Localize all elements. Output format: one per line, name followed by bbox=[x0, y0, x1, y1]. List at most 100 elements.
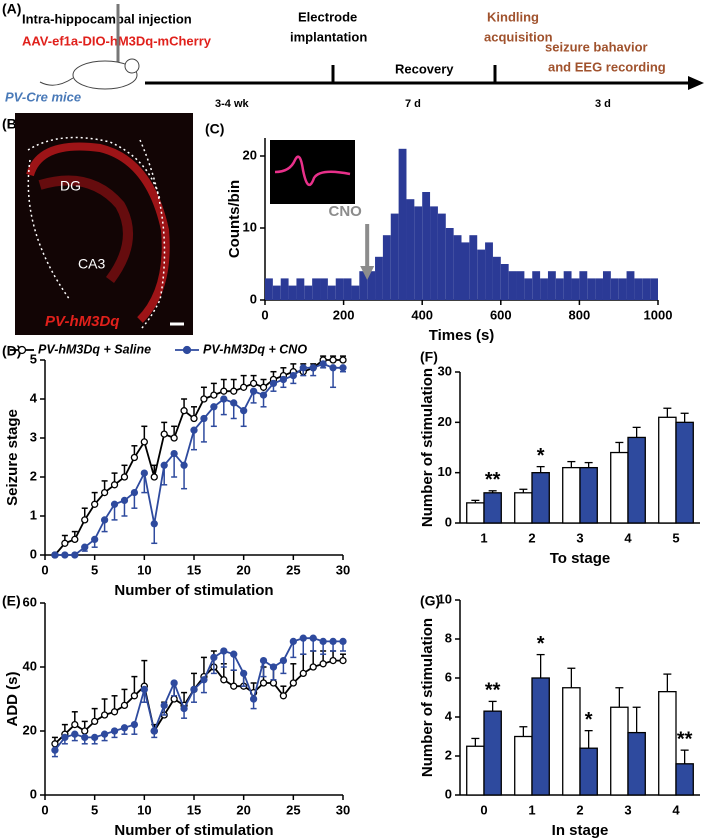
significance-label: ** bbox=[485, 680, 501, 702]
data-point bbox=[190, 685, 198, 694]
recovery-label: Recovery bbox=[395, 61, 454, 76]
data-point bbox=[249, 379, 258, 388]
x-tick-label: 15 bbox=[187, 802, 201, 817]
y-axis-label: ADD (s) bbox=[4, 671, 21, 726]
histogram-bar bbox=[540, 278, 548, 300]
histogram-bar bbox=[516, 271, 525, 300]
data-point bbox=[71, 551, 79, 559]
histogram-bar bbox=[414, 206, 423, 300]
data-point bbox=[220, 387, 228, 395]
significance-label: ** bbox=[485, 469, 501, 491]
data-point bbox=[91, 733, 99, 742]
histogram-bar bbox=[296, 278, 305, 300]
x-tick-label: 1000 bbox=[644, 307, 673, 322]
x-tick-label: 30 bbox=[336, 802, 350, 817]
data-point bbox=[180, 407, 188, 415]
data-point bbox=[240, 407, 248, 415]
data-point bbox=[259, 656, 268, 665]
panel-label: (E) bbox=[2, 593, 21, 609]
x-tick-label: 20 bbox=[236, 562, 250, 577]
data-point bbox=[230, 682, 238, 690]
data-point bbox=[319, 360, 327, 368]
significance-label: ** bbox=[677, 728, 693, 750]
data-point bbox=[299, 364, 307, 372]
bar bbox=[658, 416, 677, 524]
data-point bbox=[110, 708, 119, 716]
mouse-tail bbox=[39, 77, 74, 86]
y-tick-label: 20 bbox=[23, 722, 37, 737]
series-line bbox=[54, 362, 343, 556]
mice-label: PV-Cre mice bbox=[5, 89, 81, 104]
duration-label: 3 d bbox=[595, 98, 611, 110]
panel-label: (F) bbox=[420, 349, 438, 365]
histogram-bar bbox=[445, 228, 454, 300]
image-panel: (B) DG CA3 PV-hM3Dq bbox=[2, 113, 193, 335]
bar bbox=[514, 492, 533, 524]
data-point bbox=[160, 461, 168, 469]
data-point bbox=[279, 656, 288, 665]
data-point bbox=[180, 461, 188, 469]
data-point bbox=[170, 679, 178, 687]
histogram-bar bbox=[477, 249, 486, 300]
bar bbox=[627, 436, 646, 524]
y-tick-label: 0 bbox=[30, 786, 37, 801]
histogram-bar bbox=[343, 278, 352, 300]
data-point bbox=[150, 727, 158, 735]
x-tick-label: 1 bbox=[480, 530, 487, 545]
y-tick-label: 0 bbox=[445, 514, 452, 529]
data-point bbox=[329, 356, 337, 364]
histogram-bar bbox=[367, 271, 376, 300]
y-tick-label: 5 bbox=[30, 351, 37, 366]
region-label: DG bbox=[60, 178, 81, 194]
histogram-bar bbox=[312, 278, 321, 300]
data-point bbox=[200, 395, 208, 403]
histogram-bar bbox=[304, 285, 313, 300]
x-tick-label: 3 bbox=[624, 802, 631, 817]
significance-label: * bbox=[585, 709, 593, 731]
mouse-head bbox=[124, 58, 140, 74]
data-point bbox=[319, 637, 327, 646]
duration-label: 3-4 wk bbox=[215, 98, 250, 110]
bar bbox=[466, 745, 485, 796]
data-point bbox=[150, 473, 158, 481]
x-tick-label: 10 bbox=[137, 802, 151, 817]
data-point bbox=[110, 481, 119, 489]
histogram-bar bbox=[335, 278, 344, 300]
y-tick-label: 10 bbox=[438, 591, 452, 606]
legend-marker bbox=[17, 345, 27, 355]
waveform-inset bbox=[270, 140, 355, 204]
data-point bbox=[120, 701, 129, 710]
event-label: seizure bahavior bbox=[545, 39, 648, 54]
data-point bbox=[269, 679, 278, 687]
histogram-bar bbox=[602, 271, 611, 300]
bar bbox=[579, 747, 598, 796]
x-tick-label: 4 bbox=[672, 802, 680, 817]
bar bbox=[531, 677, 550, 796]
bar bbox=[610, 451, 629, 524]
bar bbox=[627, 731, 646, 796]
region-label: CA3 bbox=[78, 256, 105, 272]
data-point bbox=[299, 634, 307, 642]
histogram-bar bbox=[422, 192, 431, 300]
data-point bbox=[259, 391, 268, 399]
data-point bbox=[51, 746, 59, 754]
data-point bbox=[81, 516, 89, 524]
tissue-signal bbox=[26, 142, 170, 323]
x-tick-label: 0 bbox=[41, 562, 48, 577]
data-point bbox=[71, 730, 79, 738]
y-tick-label: 3 bbox=[30, 429, 37, 444]
bar bbox=[579, 466, 598, 524]
panel-label: (A) bbox=[2, 1, 21, 17]
x-tick-label: 2 bbox=[576, 802, 583, 817]
histogram-bar bbox=[280, 278, 289, 300]
x-axis-label: Times (s) bbox=[429, 327, 495, 344]
data-point bbox=[140, 438, 148, 446]
histogram-bar bbox=[288, 285, 297, 300]
data-point bbox=[279, 692, 288, 700]
data-point bbox=[140, 685, 148, 694]
bar bbox=[675, 763, 694, 796]
histogram-bar bbox=[563, 271, 572, 300]
event-label: implantation bbox=[290, 29, 367, 44]
data-point bbox=[319, 660, 327, 668]
